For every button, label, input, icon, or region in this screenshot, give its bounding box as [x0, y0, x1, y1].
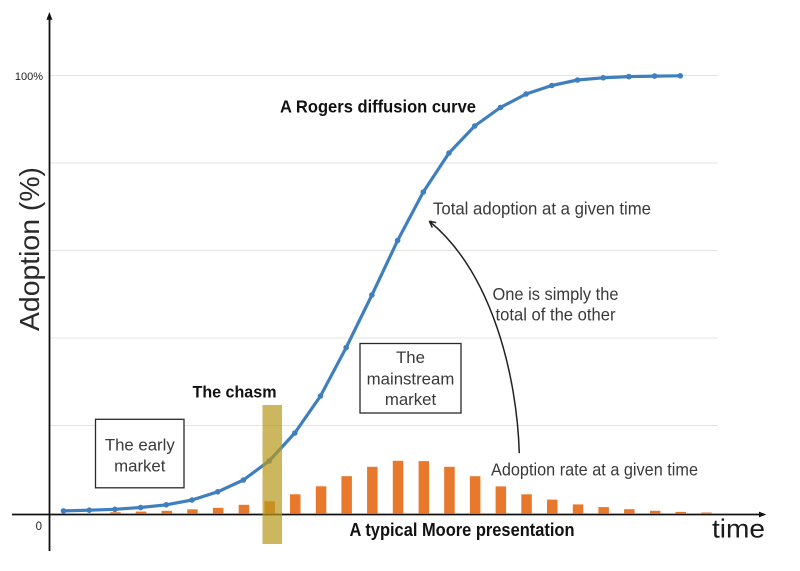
svg-text:The: The: [396, 348, 425, 367]
svg-text:100%: 100%: [15, 71, 43, 83]
svg-text:One is simply the: One is simply the: [493, 284, 619, 304]
svg-text:A typical Moore presentation: A typical Moore presentation: [350, 519, 575, 540]
svg-text:Total adoption at a given time: Total adoption at a given time: [433, 199, 651, 219]
svg-text:The chasm: The chasm: [193, 383, 277, 402]
svg-text:0: 0: [36, 521, 42, 533]
svg-text:A Rogers diffusion curve: A Rogers diffusion curve: [280, 96, 476, 116]
svg-text:time: time: [712, 514, 765, 544]
svg-text:market: market: [385, 390, 437, 409]
svg-text:Adoption (%): Adoption (%): [14, 167, 45, 331]
svg-text:Adoption rate at a given time: Adoption rate at a given time: [491, 460, 698, 480]
svg-text:mainstream: mainstream: [367, 370, 455, 389]
svg-text:total of the other: total of the other: [496, 304, 616, 324]
svg-text:The early: The early: [105, 436, 176, 455]
svg-text:market: market: [114, 457, 166, 476]
